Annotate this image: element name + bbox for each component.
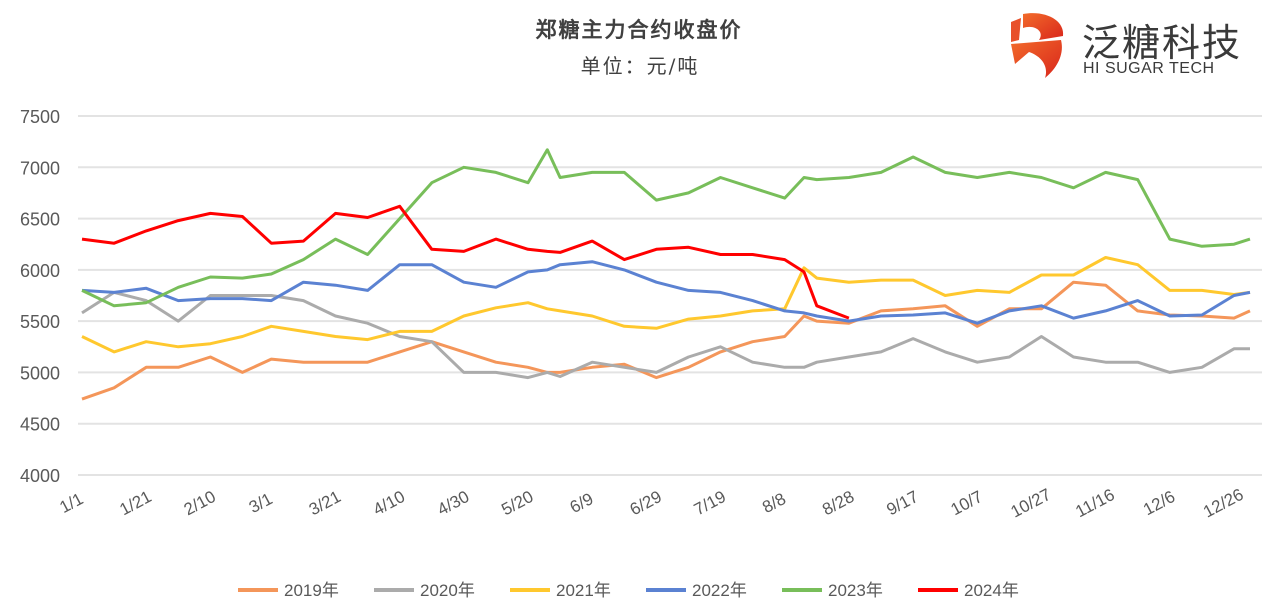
x-tick-label: 1/1 [57,489,87,517]
x-tick-label: 3/21 [306,487,344,519]
y-tick-label: 5000 [20,363,60,383]
y-tick-label: 6500 [20,210,60,230]
x-tick-label: 11/16 [1072,485,1117,521]
legend-label: 2022年 [692,581,747,600]
logo: 泛糖科技 HI SUGAR TECH [1005,10,1275,85]
x-tick-label: 12/6 [1140,487,1178,519]
y-tick-label: 4000 [20,466,60,486]
x-tick-label: 7/19 [691,487,729,519]
legend-label: 2020年 [420,581,475,600]
x-tick-label: 8/28 [819,487,857,519]
x-tick-label: 12/26 [1200,485,1246,522]
y-tick-label: 7000 [20,158,60,178]
x-tick-label: 3/1 [246,489,276,517]
chart-subtitle: 单位：元/吨 [580,54,700,78]
series-line-2022 [81,260,1251,325]
y-tick-label: 6000 [20,261,60,281]
series-line-2023 [81,148,1251,308]
x-tick-label: 5/20 [498,487,536,519]
legend-label: 2021年 [556,581,611,600]
legend-label: 2024年 [964,581,1019,600]
y-tick-label: 4500 [20,415,60,435]
y-tick-label: 7500 [20,107,60,127]
x-tick-label: 10/27 [1008,485,1054,522]
x-tick-label: 1/21 [117,487,155,519]
logo-text-en: HI SUGAR TECH [1083,60,1215,77]
x-tick-label: 4/30 [434,487,472,519]
y-tick-label: 5500 [20,312,60,332]
chart-title: 郑糖主力合约收盘价 [535,17,743,42]
x-tick-label: 4/10 [370,487,408,519]
x-tick-label: 8/8 [759,489,789,517]
legend-label: 2019年 [284,581,339,600]
x-tick-label: 2/10 [181,487,219,519]
series-line-2021 [81,256,1251,354]
logo-mark-icon [1011,13,1064,78]
series-line-2024 [81,204,850,320]
x-tick-label: 6/29 [627,487,665,519]
x-tick-label: 6/9 [567,489,597,517]
legend-label: 2023年 [828,581,883,600]
series-line-2020 [81,290,1250,380]
x-tick-label: 9/17 [883,487,921,519]
series-line-2019 [81,280,1251,401]
x-tick-label: 10/7 [948,487,986,519]
logo-text-cn: 泛糖科技 [1082,21,1243,65]
